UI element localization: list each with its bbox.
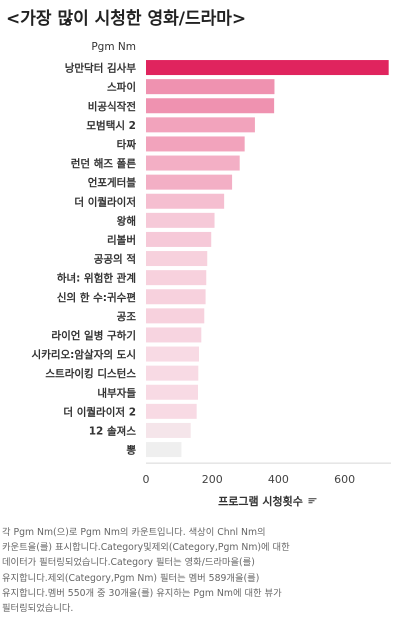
chart-caption: 각 Pgm Nm(으)로 Pgm Nm의 카운트입니다. 색상이 Chnl Nm… xyxy=(2,525,402,616)
category-label: 낭만닥터 김사부 xyxy=(65,62,137,75)
category-label: 언포게터블 xyxy=(88,176,137,189)
bar[interactable] xyxy=(146,117,255,133)
sort-descending-icon[interactable] xyxy=(308,498,317,504)
caption-line: 유지합니다.제외(Category,Pgm Nm) 필터는 멤버 589개을(를… xyxy=(2,572,260,584)
category-label: 라이언 일병 구하기 xyxy=(51,329,136,342)
category-label: 스트라이킹 디스턴스 xyxy=(45,367,136,380)
bar[interactable] xyxy=(146,98,275,114)
caption-line: 유지합니다.멤버 550개 중 30개을(를) 유지하는 Pgm Nm에 대한 … xyxy=(2,587,282,599)
x-tick-label: 400 xyxy=(268,473,289,486)
category-label: 타짜 xyxy=(117,138,137,151)
category-label: 내부자들 xyxy=(97,386,136,399)
caption-line: 카운트을(를) 표시합니다.Category및제외(Category,Pgm N… xyxy=(2,542,290,554)
bar[interactable] xyxy=(146,174,233,190)
bar[interactable] xyxy=(146,79,275,95)
category-label: 공조 xyxy=(117,311,137,323)
category-label: 뽕 xyxy=(126,445,136,457)
bar[interactable] xyxy=(146,403,197,419)
category-label: 하녀: 위험한 관계 xyxy=(57,272,136,285)
sort-icon-line xyxy=(308,500,315,502)
bar[interactable] xyxy=(146,422,191,438)
x-axis-title: 프로그램 시청횟수 xyxy=(218,494,303,508)
category-label: 모범택시 2 xyxy=(86,119,136,132)
caption-line: 데이터가 필터링되었습니다.Category 필터는 영화/드라마을(를) xyxy=(2,557,255,569)
bar[interactable] xyxy=(146,327,202,343)
category-label: 왕해 xyxy=(117,214,136,227)
bar[interactable] xyxy=(146,308,205,324)
sort-icon-line xyxy=(308,502,313,504)
caption-line: 각 Pgm Nm(으)로 Pgm Nm의 카운트입니다. 색상이 Chnl Nm… xyxy=(2,527,266,538)
category-label: 비공식작전 xyxy=(88,100,136,113)
chart-title: <가장 많이 시청한 영화/드라마> xyxy=(6,9,247,29)
bar[interactable] xyxy=(146,270,207,286)
category-label: 12 솔져스 xyxy=(89,424,137,437)
bar[interactable] xyxy=(146,384,198,400)
category-label: 신의 한 수:귀수편 xyxy=(57,291,136,304)
category-label: 공공의 적 xyxy=(94,253,136,266)
caption-line: 필터링되었습니다. xyxy=(2,603,74,615)
x-tick-label: 0 xyxy=(143,473,150,486)
category-label: 더 이퀄라이저 xyxy=(74,195,136,208)
bars-group xyxy=(146,60,389,458)
row-field-label: Pgm Nm xyxy=(91,41,136,53)
bar[interactable] xyxy=(146,289,206,305)
bar[interactable] xyxy=(146,155,240,171)
bar[interactable] xyxy=(146,212,215,228)
bar[interactable] xyxy=(146,231,212,247)
category-label: 리볼버 xyxy=(107,233,136,246)
bar[interactable] xyxy=(146,193,225,209)
x-tick-label: 600 xyxy=(334,473,355,486)
x-tick-label: 200 xyxy=(202,473,223,486)
bar[interactable] xyxy=(146,442,182,458)
bar[interactable] xyxy=(146,365,199,381)
sort-icon-line xyxy=(308,498,317,500)
category-label: 런던 해즈 폴른 xyxy=(71,157,137,170)
category-label: 시카리오:암살자의 도시 xyxy=(32,348,136,361)
category-label: 더 이퀄라이저 2 xyxy=(63,405,136,418)
bar[interactable] xyxy=(146,136,245,152)
category-label: 스파이 xyxy=(107,81,136,94)
bar[interactable] xyxy=(146,60,389,76)
bar[interactable] xyxy=(146,251,208,267)
bar[interactable] xyxy=(146,346,199,362)
x-axis-ticks: 0 200 400 600 xyxy=(143,473,356,486)
